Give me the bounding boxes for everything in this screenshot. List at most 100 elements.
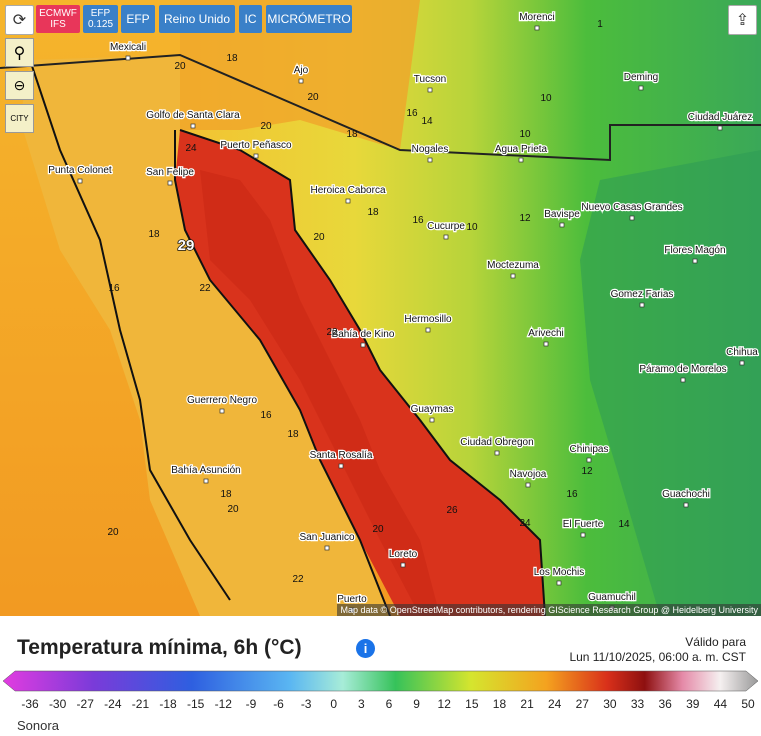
temperature-label: 12 <box>519 213 531 224</box>
temperature-label: 22 <box>199 283 211 294</box>
temperature-label: 22 <box>292 574 304 585</box>
share-button[interactable]: ⇪ <box>728 5 757 35</box>
model-button[interactable]: EFP <box>121 5 155 33</box>
city-dot <box>429 417 435 423</box>
model-button[interactable]: ECMWF IFS <box>36 5 80 33</box>
temperature-label: 24 <box>185 143 197 154</box>
city-label: Ciudad Obregon <box>460 437 533 448</box>
city-label: Chihua <box>726 347 758 358</box>
temperature-label: 10 <box>540 93 552 104</box>
color-scale: -36 -30 -27 -24 -21 -18 -15 -12 -9 -6 -3 0 3 6 9 12 15 18… <box>2 670 759 711</box>
gulf-core <box>200 170 440 616</box>
temperature-label: 29 <box>178 237 195 254</box>
scale-tick-label: 3 <box>358 697 365 711</box>
city-dot <box>125 55 131 61</box>
scale-tick-label: 27 <box>576 697 590 711</box>
city-dot <box>559 222 565 228</box>
attribution: Map data © OpenStreetMap contributors, r… <box>341 605 759 615</box>
city-label: Guaymas <box>411 404 454 415</box>
city-label: Nuevo Casas Grandes <box>581 202 682 213</box>
valid-label: Válido para <box>685 635 746 649</box>
peninsula <box>20 55 390 616</box>
legend-title: Temperatura mínima, 6h (°C) <box>17 636 302 659</box>
city-label: Morenci <box>519 12 555 23</box>
scale-tick-label: -36 <box>21 697 39 711</box>
city-label: Santa Rosalía <box>310 450 373 461</box>
city-dot <box>629 215 635 221</box>
city-label: Moctezuma <box>487 260 539 271</box>
scale-tick-label: -15 <box>187 697 205 711</box>
scale-tick-label: 12 <box>438 697 452 711</box>
city-label: Páramo de Morelos <box>639 364 726 375</box>
city-dot <box>324 545 330 551</box>
zoom-button[interactable]: ⊖ <box>5 71 34 100</box>
info-button[interactable]: i <box>356 639 375 658</box>
city-label: Ciudad Juárez <box>688 112 752 123</box>
scale-tick-label: -27 <box>77 697 95 711</box>
model-button[interactable]: Reino Unido <box>159 5 235 33</box>
temperature-label: 20 <box>313 232 325 243</box>
city-dot <box>534 25 540 31</box>
scale-tick-label: 33 <box>631 697 645 711</box>
temperature-label: 16 <box>260 410 272 421</box>
city-dot <box>692 258 698 264</box>
scale-tick-label: 9 <box>413 697 420 711</box>
city-label: El Fuerte <box>563 519 604 530</box>
scale-bar <box>2 670 759 692</box>
city-dot <box>77 178 83 184</box>
city-label: Bavispe <box>544 209 580 220</box>
city-label: Guachochi <box>662 489 710 500</box>
city-label: Deming <box>624 72 658 83</box>
temperature-label: 10 <box>519 129 531 140</box>
temperature-label: 24 <box>519 518 531 529</box>
scale-tick-label: 21 <box>520 697 534 711</box>
scale-tick-label: -30 <box>49 697 67 711</box>
scale-tick-label: -12 <box>215 697 233 711</box>
temperature-label: 20 <box>107 527 119 538</box>
coastline <box>29 59 231 601</box>
city-label: Hermosillo <box>404 314 452 325</box>
scale-tick-label: 0 <box>330 697 337 711</box>
city-dot <box>298 78 304 84</box>
scale-tick-label: 6 <box>386 697 393 711</box>
scale-tick-label: 30 <box>603 697 617 711</box>
city-label: Bahía de Kino <box>332 329 395 340</box>
temperature-label: 26 <box>446 505 458 516</box>
sierra <box>580 150 761 616</box>
temperature-label: 18 <box>148 229 160 240</box>
city-dot <box>543 341 549 347</box>
city-button[interactable]: CITY <box>5 104 34 133</box>
temperature-label: 16 <box>566 489 578 500</box>
temperature-label: 20 <box>260 121 272 132</box>
model-button[interactable]: EFP 0.125 <box>83 5 118 33</box>
valid-time: Lun 11/10/2025, 06:00 a. m. CST <box>569 650 746 664</box>
city-dot <box>494 450 500 456</box>
city-dot <box>219 408 225 414</box>
city-label: Los Mochis <box>534 567 585 578</box>
city-label: Agua Prieta <box>495 144 548 155</box>
city-dot <box>190 123 196 129</box>
city-dot <box>443 234 449 240</box>
model-button[interactable]: MICRÓMETRO <box>266 5 352 33</box>
temperature-label: 14 <box>618 519 630 530</box>
city-label: Flores Magón <box>664 245 725 256</box>
city-label: Gomez Farias <box>611 289 674 300</box>
scale-tick-label: -3 <box>301 697 312 711</box>
temperature-label: 20 <box>174 61 186 72</box>
city-dot <box>586 457 592 463</box>
scale-tick-label: 50 <box>741 697 755 711</box>
labels: Morenci Mexicali Tucson Deming Ajo Golfo de S… <box>47 11 760 613</box>
coastline <box>179 129 546 616</box>
city-label: Punta Colonet <box>48 165 112 176</box>
city-label: Golfo de Santa Clara <box>146 110 240 121</box>
city-dot <box>510 273 516 279</box>
location-button[interactable]: ⚲ <box>5 38 34 67</box>
map: Morenci Mexicali Tucson Deming Ajo Golfo de S… <box>0 0 761 616</box>
model-button[interactable]: IC <box>239 5 262 33</box>
coastline <box>174 130 391 616</box>
city-dot <box>518 157 524 163</box>
city-label: Tucson <box>414 74 446 85</box>
refresh-button[interactable]: ⟳ <box>5 5 34 35</box>
city-label: Mexicali <box>110 42 146 53</box>
